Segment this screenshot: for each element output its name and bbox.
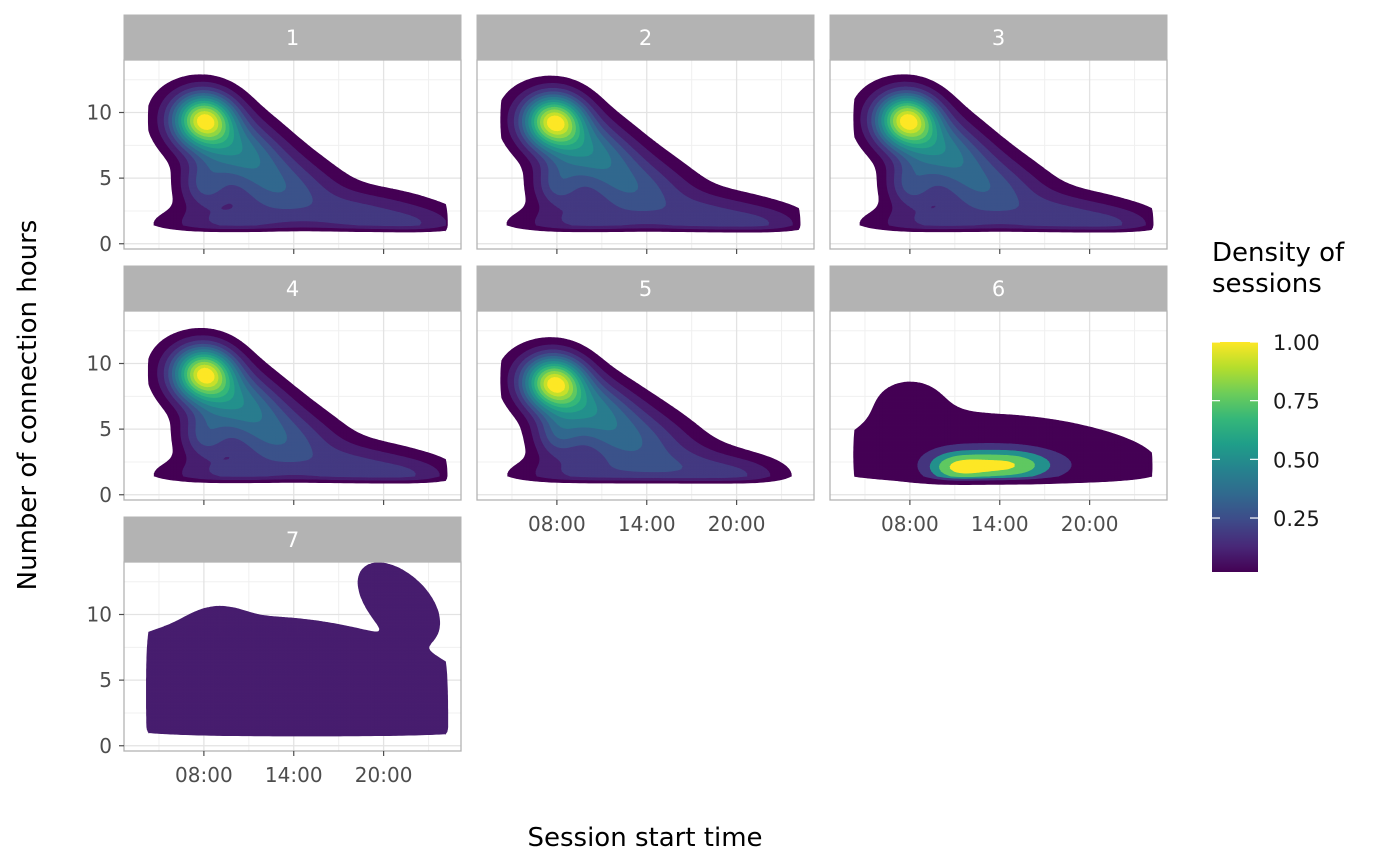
density-band [899, 114, 918, 130]
x-tick-label: 08:00 [528, 512, 586, 536]
facet-panel-7: 7 [123, 516, 462, 752]
facet-strip-label: 7 [286, 528, 299, 552]
y-tick-label: 10 [87, 603, 112, 627]
density-contours [500, 337, 792, 484]
x-tick-label: 20:00 [355, 763, 413, 787]
y-tick-label: 0 [99, 483, 112, 507]
legend-tick-label: 0.75 [1273, 390, 1320, 414]
facet-strip-label: 6 [992, 277, 1005, 301]
density-band [146, 562, 449, 737]
density-contours [853, 74, 1154, 233]
density-contours [500, 75, 801, 233]
legend-title-line-1: Density of [1212, 238, 1345, 268]
density-band [196, 367, 215, 384]
y-tick-label: 0 [99, 232, 112, 256]
y-tick-label: 5 [99, 417, 112, 441]
y-tick-label: 10 [87, 101, 112, 125]
facet-strip [123, 265, 462, 312]
x-tick-label: 14:00 [265, 763, 323, 787]
y-tick-label: 10 [87, 352, 112, 376]
facet-strip-label: 1 [286, 26, 299, 50]
facet-panel-2: 2 [476, 14, 815, 250]
facet-panel-6: 6 [829, 265, 1168, 501]
panel-border [476, 310, 815, 501]
facet-strip [123, 516, 462, 563]
x-tick-label: 20:00 [708, 512, 766, 536]
density-contours [146, 562, 449, 737]
legend-title-line-2: sessions [1212, 269, 1322, 299]
facet-panel-1: 1 [123, 14, 462, 250]
density-contours [147, 327, 448, 484]
facet-axes: 0 5 10 0 5 10 08:00 14:00 20:00 08:00 14:00 20:00 0 5… [87, 101, 1119, 788]
facet-strip [829, 265, 1168, 312]
panel-border [123, 310, 462, 501]
y-tick-label: 5 [99, 166, 112, 190]
facet-panel-5: 5 [476, 265, 815, 501]
facet-strip-label: 2 [639, 26, 652, 50]
legend-colorbar [1212, 342, 1258, 572]
y-tick-label: 5 [99, 668, 112, 692]
legend-tick-label: 1.00 [1273, 331, 1320, 355]
x-tick-label: 08:00 [175, 763, 233, 787]
facet-panel-4: 4 [123, 265, 462, 501]
density-contours [147, 74, 448, 233]
x-axis-title: Session start time [527, 823, 762, 853]
facet-strip [123, 14, 462, 61]
density-band [546, 115, 565, 132]
panel-border [829, 310, 1168, 501]
facet-panels: 1 2 3 4 5 6 7 [123, 14, 1168, 752]
x-tick-label: 20:00 [1061, 512, 1119, 536]
facet-strip [829, 14, 1168, 61]
density-band [196, 114, 215, 131]
panel-border [123, 561, 462, 752]
facet-strip [476, 265, 815, 312]
x-tick-label: 14:00 [618, 512, 676, 536]
x-tick-label: 08:00 [881, 512, 939, 536]
facet-strip-label: 5 [639, 277, 652, 301]
legend-ticks: 1.00 0.75 0.50 0.25 [1212, 331, 1320, 531]
facet-strip-label: 4 [286, 277, 299, 301]
density-contours [853, 381, 1153, 485]
facet-strip [476, 14, 815, 61]
density-band [949, 459, 1015, 474]
facet-strip-label: 3 [992, 26, 1005, 50]
panel-border [829, 59, 1168, 250]
legend-tick-label: 0.50 [1273, 448, 1320, 472]
x-tick-label: 14:00 [971, 512, 1029, 536]
density-band [547, 377, 566, 393]
y-tick-label: 0 [99, 734, 112, 758]
legend: Density of sessions 1.00 0.75 0.50 0.25 [1212, 238, 1345, 572]
facet-panel-3: 3 [829, 14, 1168, 250]
panel-border [476, 59, 815, 250]
legend-tick-label: 0.25 [1273, 507, 1320, 531]
y-axis-title: Number of connection hours [13, 220, 43, 591]
panel-border [123, 59, 462, 250]
